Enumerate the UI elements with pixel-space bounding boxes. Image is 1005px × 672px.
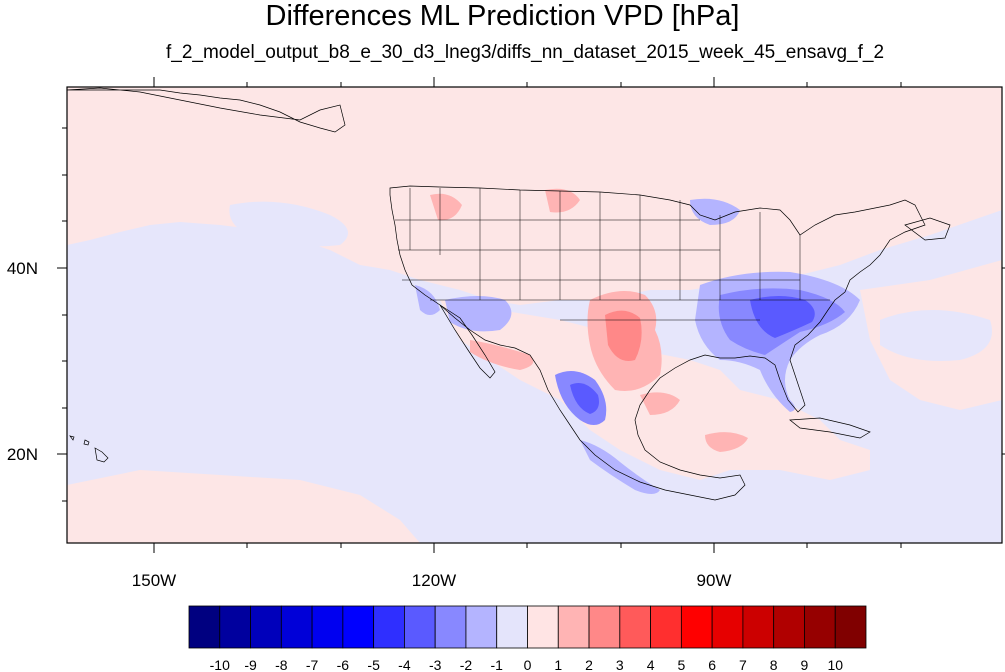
colorbar-tick-label: -8: [275, 657, 288, 672]
colorbar-tick-label: -2: [460, 657, 473, 672]
negative-anomaly-west-mexico: [580, 440, 660, 494]
colorbar-swatch: [619, 605, 651, 649]
colorbar: [188, 605, 867, 649]
negative-pocket-atlantic: [880, 310, 992, 361]
coastline-alaska-panhandle: [67, 87, 346, 133]
colorbar-tick-label: -7: [306, 657, 319, 672]
positive-anomaly-caribbean: [705, 432, 748, 452]
positive-anomaly-northwest: [430, 193, 462, 221]
positive-region-mexico: [440, 300, 870, 480]
coastlines: [67, 87, 951, 501]
colorbar-swatch: [280, 605, 313, 649]
colorbar-tick-label: 3: [616, 657, 624, 672]
negative-anomaly-great-lakes: [690, 198, 740, 225]
colorbar-tick-label: -9: [244, 657, 257, 672]
colorbar-swatch: [219, 605, 251, 649]
colorbar-tick-label: -1: [491, 657, 504, 672]
colorbar-swatch: [834, 605, 867, 649]
colorbar-tick-label: 9: [801, 657, 809, 672]
coastline-baja: [439, 304, 496, 379]
difference-field: [67, 87, 1002, 543]
colorbar-tick-label: 0: [524, 657, 532, 672]
x-tick-label: 120W: [412, 571, 456, 590]
positive-anomaly-texas-core: [605, 310, 642, 361]
colorbar-labels: -10 -9 -8 -7 -6 -5 -4 -3 -2 -1 0 1 2 3 4 5 6 7 8 9 10: [210, 657, 844, 672]
colorbar-swatch: [434, 605, 467, 649]
colorbar-tick-label: 8: [770, 657, 778, 672]
axis-ticks: [57, 77, 1005, 553]
state-border-lines: [395, 188, 830, 321]
negative-anomaly-appalachia: [750, 296, 815, 338]
negative-pocket-pacific: [229, 201, 348, 247]
colorbar-swatch: [188, 605, 221, 649]
coastline-hawaii: [69, 435, 109, 463]
colorbar-swatch: [342, 605, 375, 649]
coastline-cuba: [789, 417, 871, 439]
colorbar-tick-label: 2: [585, 657, 593, 672]
coastline-greenland-nova-scotia: [904, 217, 951, 241]
colorbar-swatch: [496, 605, 528, 649]
y-tick-label: 40N: [7, 259, 38, 278]
colorbar-swatch: [742, 605, 775, 649]
colorbar-swatch: [250, 605, 282, 649]
positive-anomaly-gulf-of-california: [470, 340, 534, 370]
positive-anomaly-northern-plains: [545, 188, 580, 213]
x-tick-label: 90W: [697, 571, 732, 590]
colorbar-tick-label: -6: [337, 657, 350, 672]
negative-anomaly-arizona: [445, 296, 512, 332]
colorbar-tick-label: -10: [210, 657, 230, 672]
colorbar-tick-label: 1: [554, 657, 562, 672]
colorbar-swatch: [773, 605, 805, 649]
colorbar-swatch: [711, 605, 744, 649]
colorbar-tick-label: 7: [739, 657, 747, 672]
colorbar-swatch: [650, 605, 682, 649]
colorbar-swatch: [373, 605, 405, 649]
map-subtitle: f_2_model_output_b8_e_30_d3_lneg3/diffs_…: [165, 42, 885, 63]
x-tick-label: 150W: [132, 571, 176, 590]
y-tick-label: 20N: [7, 445, 38, 464]
colorbar-tick-label: -5: [367, 657, 380, 672]
map-title: Differences ML Prediction VPD [hPa]: [265, 0, 740, 32]
colorbar-swatch: [465, 605, 498, 649]
positive-region-east-pacific: [67, 470, 420, 543]
colorbar-swatch: [527, 605, 559, 649]
colorbar-tick-label: 10: [827, 657, 843, 672]
negative-anomaly-sierra-madre-core: [570, 382, 599, 414]
state-borders: [395, 188, 830, 321]
colorbar-swatch: [804, 605, 836, 649]
colorbar-tick-label: -3: [429, 657, 442, 672]
colorbar-swatch: [588, 605, 621, 649]
colorbar-swatch: [557, 605, 590, 649]
colorbar-tick-label: 4: [647, 657, 655, 672]
positive-region-north-pacific: [67, 87, 1002, 305]
colorbar-swatch: [680, 605, 713, 649]
colorbar-tick-label: 6: [708, 657, 716, 672]
coastline-north-america: [389, 185, 926, 501]
colorbar-swatch: [404, 605, 436, 649]
colorbar-tick-label: 5: [677, 657, 685, 672]
colorbar-tick-label: -4: [398, 657, 411, 672]
colorbar-swatch: [311, 605, 344, 649]
positive-anomaly-gulf-coast: [640, 392, 680, 415]
